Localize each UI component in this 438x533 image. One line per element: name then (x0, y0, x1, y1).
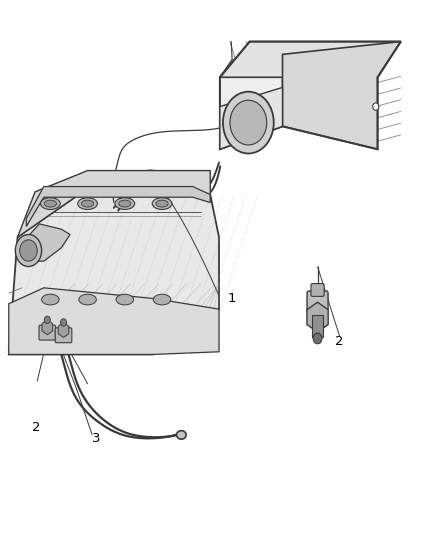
Ellipse shape (119, 200, 131, 207)
Ellipse shape (81, 200, 94, 207)
Ellipse shape (153, 294, 171, 305)
Ellipse shape (44, 200, 57, 207)
Circle shape (230, 100, 267, 145)
Polygon shape (283, 42, 401, 149)
FancyBboxPatch shape (311, 284, 324, 296)
FancyBboxPatch shape (55, 328, 72, 343)
Circle shape (20, 240, 37, 261)
Text: 3: 3 (92, 432, 100, 445)
Ellipse shape (79, 294, 96, 305)
FancyBboxPatch shape (307, 291, 328, 311)
Ellipse shape (177, 431, 186, 439)
Circle shape (60, 319, 67, 326)
Polygon shape (220, 87, 283, 149)
Ellipse shape (116, 294, 134, 305)
Circle shape (44, 316, 50, 324)
Text: 1: 1 (228, 292, 236, 305)
Ellipse shape (152, 198, 172, 209)
Polygon shape (220, 54, 283, 149)
Polygon shape (9, 288, 219, 354)
Text: 2: 2 (335, 335, 344, 348)
Polygon shape (42, 320, 53, 335)
Circle shape (223, 92, 274, 154)
Ellipse shape (42, 294, 59, 305)
Ellipse shape (40, 198, 60, 209)
Polygon shape (307, 302, 328, 332)
FancyBboxPatch shape (39, 325, 56, 340)
Polygon shape (220, 42, 401, 77)
Polygon shape (18, 171, 210, 237)
Circle shape (313, 333, 322, 344)
Circle shape (15, 235, 42, 266)
Circle shape (373, 103, 379, 110)
Polygon shape (58, 322, 69, 337)
Ellipse shape (156, 200, 168, 207)
FancyBboxPatch shape (312, 315, 323, 337)
Polygon shape (18, 224, 70, 261)
Text: 2: 2 (32, 421, 40, 434)
Ellipse shape (115, 198, 135, 209)
Polygon shape (9, 195, 219, 354)
Polygon shape (26, 187, 210, 227)
Ellipse shape (78, 198, 97, 209)
